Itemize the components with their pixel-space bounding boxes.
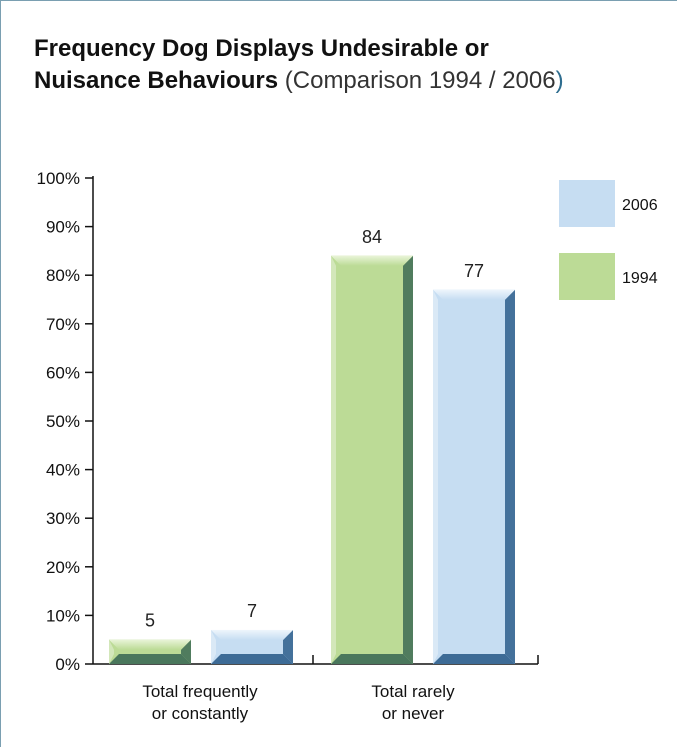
bar-side <box>283 629 293 664</box>
bar <box>433 289 515 664</box>
bar-side <box>181 639 191 664</box>
bar-top <box>433 289 515 300</box>
x-category-label: or constantly <box>152 704 249 723</box>
x-category-label: Total rarely <box>371 682 455 701</box>
bar <box>109 639 191 664</box>
bar-base <box>211 654 293 664</box>
bar-left-highlight <box>109 639 114 664</box>
bar-base <box>331 654 413 664</box>
data-label: 77 <box>464 261 484 281</box>
y-tick-label: 50% <box>46 412 80 431</box>
x-category-label: or never <box>382 704 445 723</box>
bar-top <box>211 629 293 640</box>
bar-side <box>403 255 413 664</box>
legend-swatch <box>559 253 615 300</box>
legend-swatch <box>559 180 615 227</box>
bar-face <box>433 289 515 664</box>
y-tick-label: 100% <box>37 169 80 188</box>
legend-label: 2006 <box>622 197 658 214</box>
bar <box>331 255 413 664</box>
y-tick-label: 30% <box>46 509 80 528</box>
bar-top <box>109 639 191 650</box>
chart-title-line1: Frequency Dog Displays Undesirable or <box>34 35 489 62</box>
bar-left-highlight <box>433 289 438 664</box>
y-tick-label: 90% <box>46 218 80 237</box>
chart-title-line2: Nuisance Behaviours <box>34 67 279 94</box>
y-tick-label: 60% <box>46 363 80 382</box>
bar-left-highlight <box>211 629 216 664</box>
bar-base <box>109 654 191 664</box>
bar-side <box>505 289 515 664</box>
y-tick-label: 80% <box>46 266 80 285</box>
data-label: 7 <box>247 601 257 621</box>
data-label: 5 <box>145 611 155 631</box>
legend-label: 1994 <box>622 270 658 287</box>
x-category-label: Total frequently <box>142 682 258 701</box>
chart-title: Frequency Dog Displays Undesirable or Nu… <box>34 33 654 97</box>
bar-top <box>331 255 413 266</box>
bar <box>211 629 293 664</box>
bar-base <box>433 654 515 664</box>
data-label: 84 <box>362 227 382 247</box>
bar-face <box>331 255 413 664</box>
y-tick-label: 70% <box>46 315 80 334</box>
bar-left-highlight <box>331 255 336 664</box>
y-tick-label: 10% <box>46 606 80 625</box>
y-tick-label: 0% <box>55 655 80 674</box>
y-tick-label: 40% <box>46 461 80 480</box>
y-tick-label: 20% <box>46 558 80 577</box>
chart-subtitle-close: ) <box>555 67 564 94</box>
chart-subtitle: (Comparison 1994 / 2006 <box>284 67 556 94</box>
